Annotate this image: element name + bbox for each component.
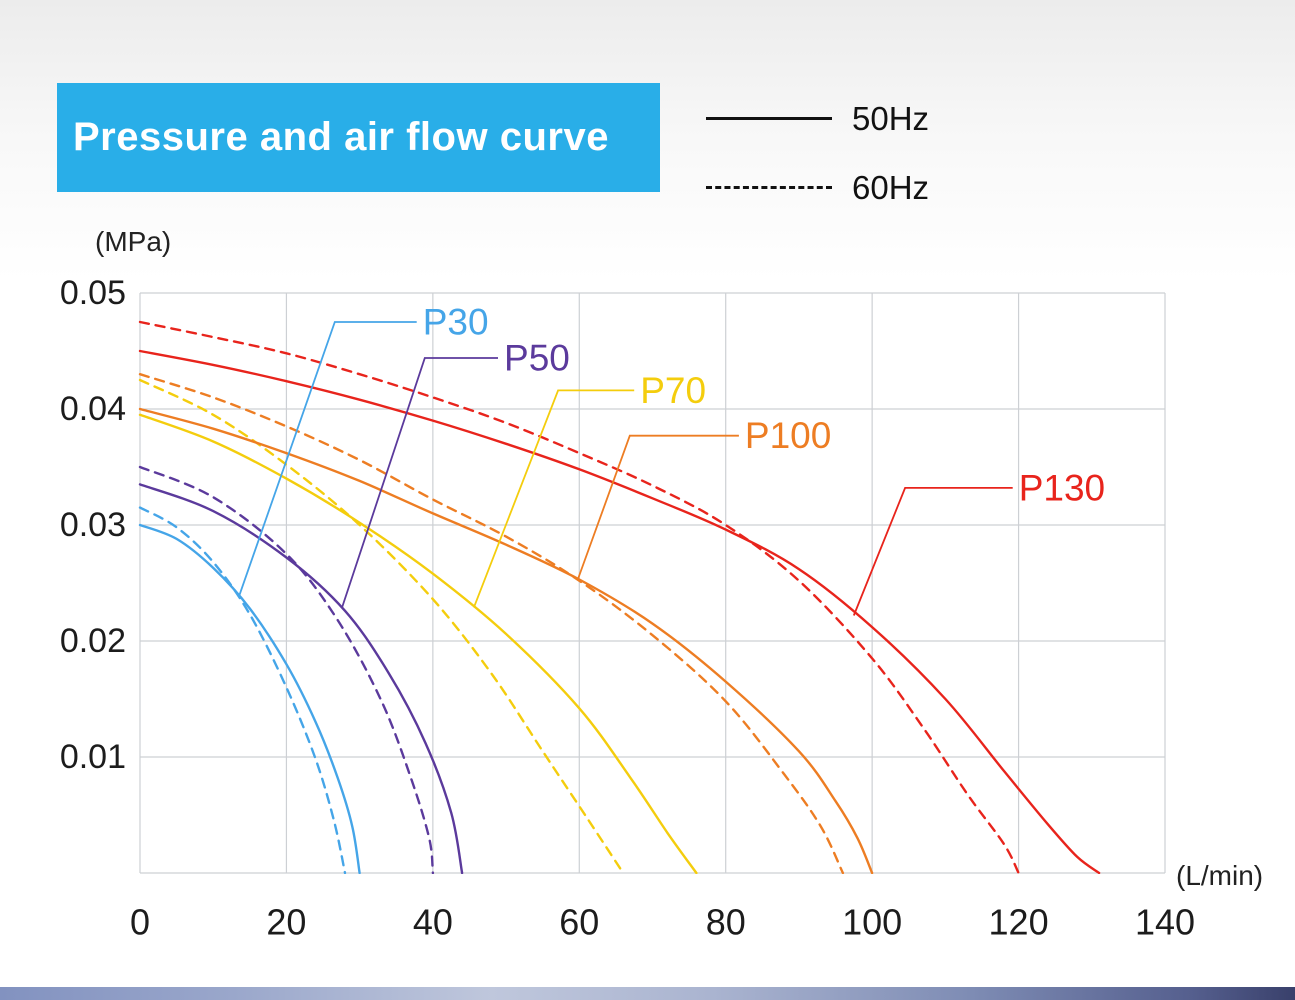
- series-label-p100: P100: [745, 415, 831, 456]
- page-title: Pressure and air flow curve: [73, 115, 609, 159]
- tick-labels: 0 20 40 60 80 100 120 140 0.01 0.02 0.03 0.04 0.05: [60, 274, 1195, 943]
- series-curve-p100-60hz: [138, 373, 845, 874]
- y-tick-label: 0.05: [60, 274, 126, 312]
- legend: 50Hz 60Hz: [706, 96, 929, 210]
- legend-label-50hz: 50Hz: [852, 99, 930, 137]
- series-curve-p70-60hz: [138, 378, 625, 874]
- legend-label-60hz: 60Hz: [852, 168, 930, 206]
- series-label-p70: P70: [640, 370, 706, 411]
- y-tick-label: 0.02: [60, 622, 126, 660]
- series-label-p30: P30: [423, 302, 489, 343]
- y-tick-label: 0.03: [60, 506, 126, 544]
- x-tick-label: 20: [266, 902, 306, 943]
- leader-line-p100: [576, 434, 739, 580]
- x-tick-label: 0: [130, 902, 150, 943]
- annotations-group: P30 P50 P70 P100 P130: [237, 302, 1105, 616]
- leader-line-p70: [473, 389, 635, 608]
- x-tick-label: 120: [989, 902, 1049, 943]
- y-tick-label: 0.01: [60, 738, 126, 776]
- x-tick-label: 100: [842, 902, 902, 943]
- series-curve-p70-50hz: [138, 413, 698, 874]
- series-curve-p50-50hz: [138, 483, 464, 874]
- x-tick-label: 60: [559, 902, 599, 943]
- series-label-p50: P50: [504, 337, 570, 378]
- legend-item-50hz: 50Hz: [706, 96, 929, 141]
- title-banner: Pressure and air flow curve: [57, 83, 660, 192]
- series-curve-p130-50hz: [138, 349, 1101, 874]
- series-curve-p30-60hz: [138, 506, 347, 874]
- x-axis-unit-label: (L/min): [1176, 860, 1264, 891]
- solid-line-swatch: [706, 117, 832, 120]
- series-label-p130: P130: [1019, 467, 1105, 508]
- series-curve-p30-50hz: [138, 523, 361, 874]
- leader-line-p50: [341, 357, 498, 608]
- leader-line-p30: [237, 321, 417, 598]
- leader-line-p130: [852, 486, 1013, 616]
- x-tick-label: 40: [413, 902, 453, 943]
- x-tick-label: 140: [1135, 902, 1195, 943]
- y-axis-unit-label: (MPa): [95, 226, 172, 257]
- dashed-line-swatch: [706, 186, 832, 189]
- series-curve-p130-60hz: [138, 320, 1020, 874]
- legend-item-60hz: 60Hz: [706, 165, 929, 210]
- series-group: [138, 320, 1101, 874]
- series-curve-p50-60hz: [138, 465, 435, 874]
- y-tick-label: 0.04: [60, 390, 126, 428]
- bottom-decor-strip: [0, 987, 1295, 1000]
- x-tick-label: 80: [706, 902, 746, 943]
